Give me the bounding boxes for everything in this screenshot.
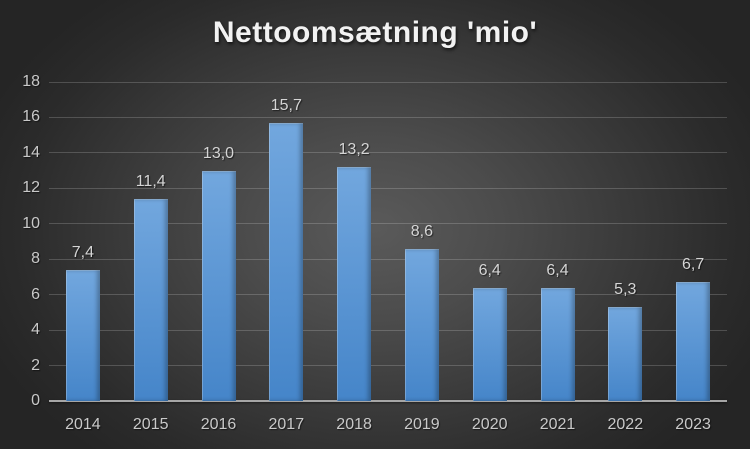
bar	[269, 122, 304, 401]
bar-value-label: 13,2	[338, 141, 370, 159]
gridline	[49, 116, 727, 118]
bar-value-label: 6,4	[546, 261, 569, 279]
bar	[472, 287, 507, 401]
gridline	[49, 294, 727, 296]
y-tick-label: 12	[22, 179, 40, 197]
y-tick-label: 8	[31, 250, 40, 268]
bar	[133, 198, 168, 401]
x-tick-label: 2021	[539, 416, 576, 433]
x-tick-label: 2016	[200, 416, 237, 433]
gridline	[49, 223, 727, 225]
bar-value-label: 11,4	[135, 172, 166, 190]
bar-value-label: 5,3	[614, 281, 637, 299]
bar	[608, 307, 643, 401]
x-tick-label: 2022	[607, 416, 644, 433]
gridline	[49, 329, 727, 331]
gridline	[49, 152, 727, 154]
x-tick-label: 2020	[471, 416, 508, 433]
chart-title: Nettoomsætning 'mio'	[212, 16, 538, 49]
bar	[676, 282, 711, 401]
gridline	[49, 81, 727, 83]
bar	[337, 167, 372, 401]
y-tick-label: 2	[31, 356, 40, 374]
gridline	[49, 258, 727, 260]
bar	[65, 269, 100, 401]
bar	[201, 170, 236, 401]
x-tick-label: 2023	[675, 416, 711, 433]
bar-value-label: 6,7	[681, 256, 705, 274]
gridline	[49, 187, 727, 189]
y-tick-label: 10	[22, 214, 40, 232]
x-tick-label: 2015	[132, 416, 169, 433]
y-tick-label: 16	[22, 108, 40, 126]
bar	[540, 287, 575, 401]
y-tick-label: 6	[31, 285, 40, 303]
bar-value-label: 13,0	[202, 144, 235, 162]
bar-value-label: 6,4	[478, 261, 501, 279]
bar-value-label: 15,7	[270, 96, 302, 114]
bar	[404, 248, 439, 401]
x-tick-label: 2018	[336, 416, 372, 433]
x-axis-line	[49, 400, 727, 402]
x-tick-label: 2019	[404, 416, 440, 433]
y-tick-label: 0	[31, 392, 40, 409]
y-tick-label: 4	[31, 321, 40, 339]
gridline	[49, 365, 727, 367]
bar-value-label: 8,6	[410, 222, 434, 240]
x-tick-label: 2014	[65, 416, 101, 433]
bar-value-label: 7,4	[71, 243, 95, 261]
x-tick-label: 2017	[268, 416, 305, 433]
y-tick-label: 14	[22, 143, 40, 161]
y-tick-label: 18	[22, 73, 40, 90]
